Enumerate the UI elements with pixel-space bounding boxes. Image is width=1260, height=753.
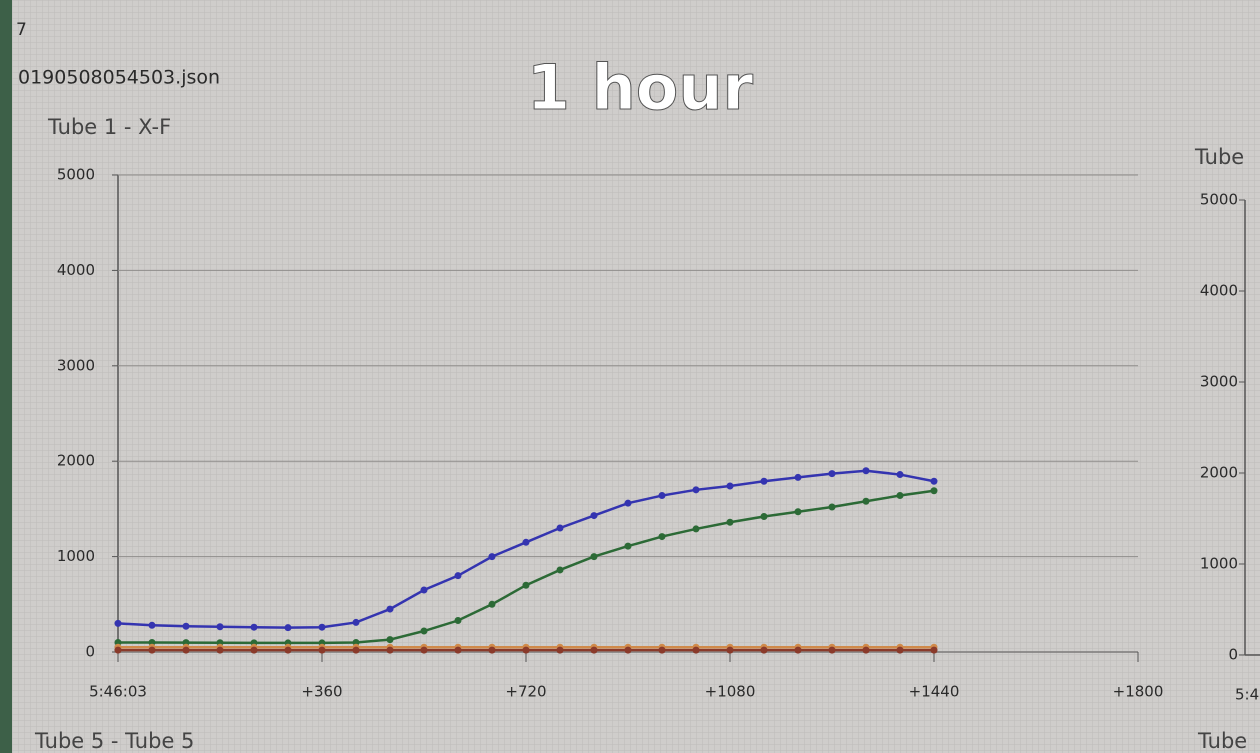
data-point [284,624,292,632]
y-tick-label: 5000 [57,166,95,184]
x-tick-label: 5:46:03 [89,683,147,701]
x-tick-label: +720 [505,683,546,701]
data-point [182,646,190,654]
footer-left: Tube 5 - Tube 5 [34,729,194,753]
data-point [216,623,224,631]
data-point [760,646,768,654]
data-point [386,605,394,613]
data-point [726,646,734,654]
data-point [794,646,802,654]
y-tick-label: 4000 [57,261,95,279]
y-tick-label: 3000 [1200,373,1238,391]
data-point [624,646,632,654]
data-point [692,486,700,494]
data-point [692,525,700,533]
data-point [216,646,224,654]
data-point [862,497,870,505]
data-point [284,646,292,654]
data-point [624,542,632,550]
data-point [420,646,428,654]
data-point [114,646,122,654]
overlay-title: 1 hour [527,51,754,124]
data-point [318,623,326,631]
data-point [590,553,598,561]
x-tick-label: +1440 [909,683,960,701]
data-point [386,646,394,654]
data-point [148,621,156,629]
data-point [148,646,156,654]
data-point [794,473,802,481]
data-point [114,619,122,627]
x-tick-label: +1800 [1113,683,1164,701]
data-point [318,646,326,654]
data-point [760,513,768,521]
data-point [624,499,632,507]
data-point [454,572,462,580]
data-point [828,646,836,654]
chart-title: Tube [1194,145,1244,169]
data-point [454,646,462,654]
frame-edge [0,0,12,753]
chart-title: Tube 1 - X-F [47,115,171,139]
y-tick-label: 0 [1228,646,1238,664]
data-point [488,600,496,608]
data-point [896,492,904,500]
data-point [488,646,496,654]
y-tick-label: 4000 [1200,282,1238,300]
data-point [794,508,802,516]
data-point [658,646,666,654]
data-point [556,524,564,532]
file-name: 0190508054503.json [18,67,220,89]
data-point [828,470,836,478]
data-point [352,618,360,626]
data-point [250,646,258,654]
x-tick-label: 5:4 [1235,686,1259,704]
data-point [726,518,734,526]
data-point [658,533,666,541]
data-point [522,581,530,589]
data-point [760,477,768,485]
x-tick-label: +360 [301,683,342,701]
data-point [658,492,666,500]
y-tick-label: 3000 [57,356,95,374]
data-point [930,477,938,485]
data-point [590,646,598,654]
data-point [522,646,530,654]
data-point [726,482,734,490]
data-point [522,538,530,546]
data-point [386,636,394,644]
data-point [828,503,836,511]
data-point [556,646,564,654]
y-tick-label: 2000 [57,452,95,470]
data-point [556,566,564,574]
data-point [454,617,462,625]
data-point [250,623,258,631]
y-tick-label: 1000 [1200,555,1238,573]
y-tick-label: 0 [85,643,95,661]
data-point [930,487,938,495]
y-tick-label: 5000 [1200,191,1238,209]
data-point [930,646,938,654]
data-point [896,646,904,654]
data-point [420,586,428,594]
header-line: 7 [16,20,27,40]
data-point [488,553,496,561]
data-point [896,471,904,479]
data-point [352,646,360,654]
footer-right: Tube [1197,729,1247,753]
data-point [590,512,598,520]
data-point [182,622,190,630]
y-tick-label: 1000 [57,547,95,565]
data-point [862,646,870,654]
data-point [420,627,428,635]
x-tick-label: +1080 [705,683,756,701]
data-point [692,646,700,654]
y-tick-label: 2000 [1200,464,1238,482]
data-point [862,467,870,475]
